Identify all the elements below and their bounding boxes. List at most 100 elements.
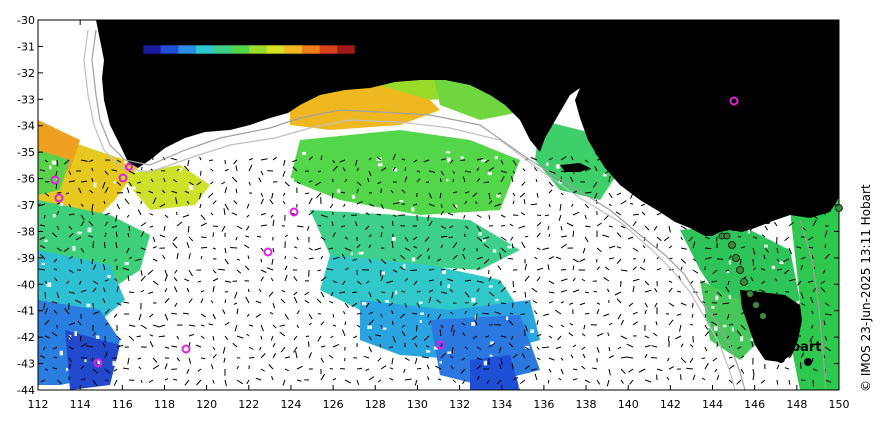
speckle <box>41 262 45 265</box>
current-vector <box>608 203 612 207</box>
current-vector <box>56 247 62 252</box>
current-vector <box>581 346 586 350</box>
current-vector <box>572 265 575 271</box>
colorbar-swatch <box>319 45 338 54</box>
speckle <box>221 170 224 173</box>
current-vector <box>426 247 430 252</box>
current-vector <box>68 363 71 370</box>
speckle <box>399 200 404 203</box>
current-vector <box>581 365 586 370</box>
current-vector <box>423 335 430 341</box>
current-vector <box>102 298 106 304</box>
current-vector <box>44 319 50 326</box>
current-vector <box>380 291 386 294</box>
current-vector <box>428 220 433 227</box>
current-vector <box>558 377 562 381</box>
current-vector <box>38 268 46 271</box>
current-vector <box>520 212 526 216</box>
current-vector <box>234 324 238 332</box>
current-vector <box>88 159 94 163</box>
current-vector <box>305 192 310 195</box>
current-vector <box>811 310 814 315</box>
current-vector <box>498 280 502 285</box>
current-vector <box>221 225 226 232</box>
current-vector <box>632 321 639 326</box>
current-vector <box>404 277 409 282</box>
current-vector <box>284 265 288 271</box>
info-line-sealevel: NRT00 adj. sealevel <box>607 77 725 91</box>
speckle <box>728 295 731 299</box>
speckle <box>510 288 516 294</box>
current-vector <box>497 192 502 195</box>
current-vector <box>137 209 142 216</box>
speckle <box>167 151 172 155</box>
current-vector <box>379 343 382 348</box>
current-vector <box>522 168 526 172</box>
current-vector <box>128 256 133 260</box>
speckle <box>86 303 91 308</box>
current-vector <box>452 170 455 174</box>
current-vector <box>437 313 442 320</box>
current-vector <box>740 324 746 331</box>
current-vector <box>617 313 622 320</box>
current-vector <box>92 311 99 315</box>
current-vector <box>401 331 406 337</box>
lat-tick-label: -41 <box>17 305 35 318</box>
current-vector <box>632 278 640 282</box>
current-vector <box>392 202 400 205</box>
speckle <box>321 261 326 266</box>
current-vector <box>449 355 454 359</box>
current-vector <box>536 214 542 216</box>
colorbar-swatch <box>213 45 232 54</box>
current-vector <box>88 220 94 227</box>
current-vector <box>788 278 796 282</box>
current-vector <box>188 333 195 337</box>
current-vector <box>91 258 94 265</box>
current-vector <box>626 343 634 348</box>
current-vector <box>147 269 154 275</box>
current-vector <box>607 332 610 337</box>
current-vector <box>136 335 142 338</box>
current-vector <box>344 302 350 309</box>
current-vector <box>128 225 131 231</box>
current-vector <box>451 346 454 354</box>
current-vector <box>783 269 790 275</box>
speckle <box>530 329 535 334</box>
current-vector <box>579 258 586 263</box>
current-vector <box>56 202 61 205</box>
current-vector <box>751 341 754 348</box>
current-vector <box>508 342 514 348</box>
current-vector <box>774 278 778 282</box>
current-vector <box>182 214 190 218</box>
current-vector <box>368 157 372 161</box>
current-vector <box>424 236 430 242</box>
current-vector <box>128 291 135 293</box>
current-vector <box>560 156 567 161</box>
current-vector <box>200 214 206 221</box>
current-vector <box>92 280 99 285</box>
colorbar-border <box>142 44 356 55</box>
speckle <box>152 343 156 348</box>
current-vector <box>692 241 696 249</box>
current-vector <box>224 186 228 194</box>
current-vector <box>536 276 541 282</box>
speckle <box>728 260 731 265</box>
isobath-label-200m: 200m <box>123 108 158 122</box>
current-vector <box>524 235 529 238</box>
current-vector <box>248 158 254 161</box>
current-vector <box>188 357 192 364</box>
current-vector <box>293 246 298 249</box>
current-vector <box>518 225 526 229</box>
colorbar-swatch <box>196 45 215 54</box>
speckle <box>210 156 216 161</box>
current-vector <box>487 302 490 307</box>
current-vector <box>533 310 538 315</box>
current-vector <box>797 280 802 286</box>
current-vector <box>428 279 435 282</box>
current-vector <box>176 221 183 227</box>
speckle <box>524 345 530 350</box>
current-vector <box>752 247 756 255</box>
current-vector <box>736 330 742 337</box>
speckle <box>199 276 205 279</box>
current-vector <box>415 324 418 332</box>
